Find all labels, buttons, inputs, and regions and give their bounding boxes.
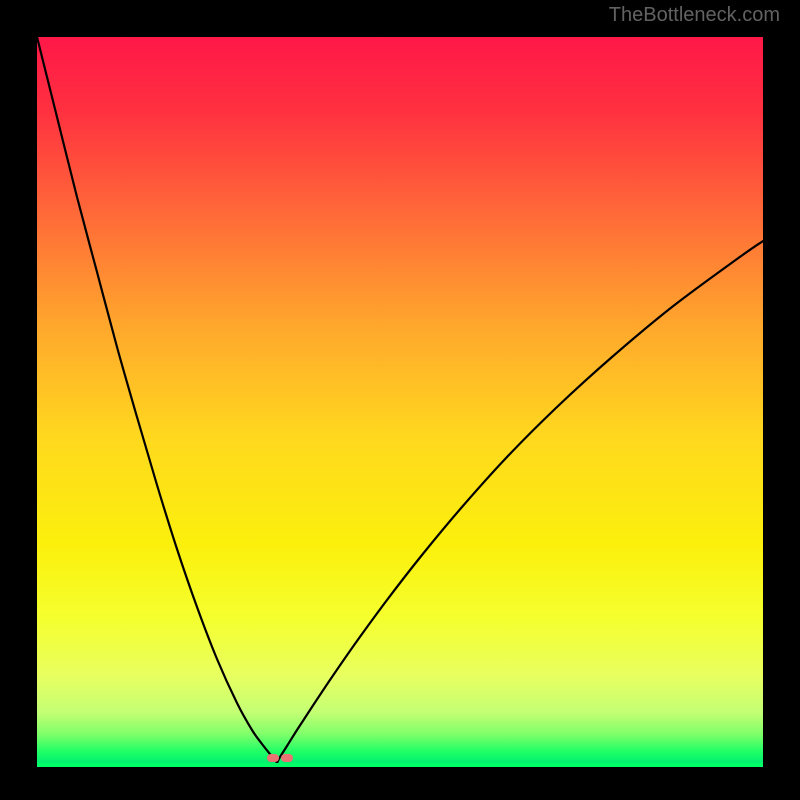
plot-area — [37, 37, 763, 763]
watermark-text: TheBottleneck.com — [609, 4, 780, 27]
vertex-marker-0 — [267, 754, 279, 762]
chart-container: { "watermark": "TheBottleneck.com", "can… — [0, 0, 800, 800]
bottom-band — [37, 763, 763, 767]
bottleneck-chart — [37, 37, 763, 763]
vertex-marker-1 — [281, 754, 293, 762]
